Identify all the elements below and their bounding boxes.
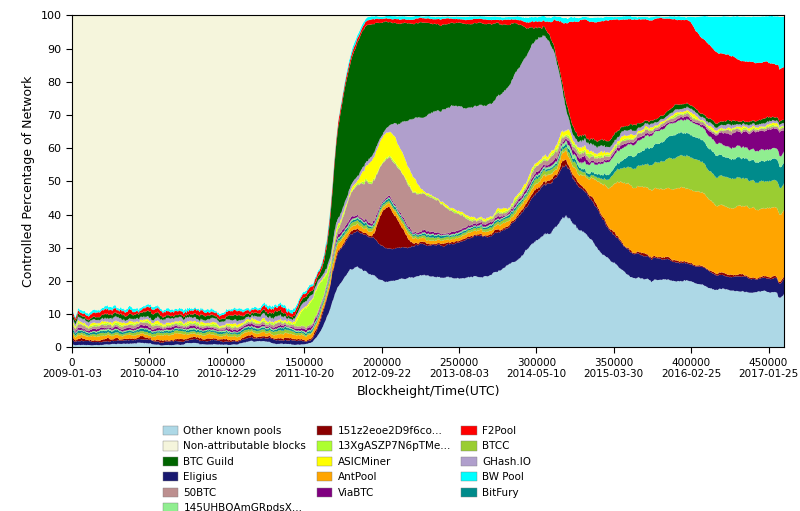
Legend: Other known pools, Non-attributable blocks, BTC Guild, Eligius, 50BTC, 145UHBQAm: Other known pools, Non-attributable bloc… [162,426,531,511]
X-axis label: Blockheight/Time(UTC): Blockheight/Time(UTC) [356,385,500,398]
Y-axis label: Controlled Percentage of Network: Controlled Percentage of Network [22,76,35,287]
